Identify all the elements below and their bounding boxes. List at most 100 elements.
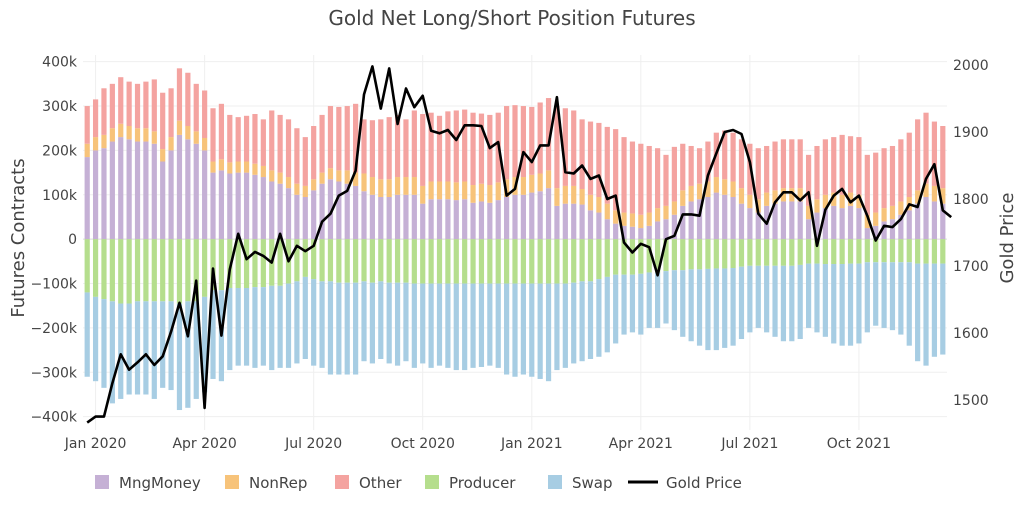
legend-label: Other: [359, 474, 402, 492]
bar-nonrep: [185, 126, 191, 140]
bar-mngmoney: [218, 170, 225, 240]
bars: [84, 68, 946, 411]
y2-tick-label: 1700: [953, 259, 989, 275]
bar-other: [151, 79, 157, 132]
bar-mngmoney: [738, 203, 745, 240]
bar-mngmoney: [789, 201, 795, 240]
y-tick-label: −200k: [30, 321, 77, 337]
bar-other: [596, 122, 602, 198]
bar-nonrep: [470, 185, 476, 203]
bar-other: [277, 114, 283, 173]
bar-swap: [126, 303, 132, 395]
bar-nonrep: [487, 185, 493, 203]
x-tick-label: Apr 2020: [172, 436, 236, 452]
bar-mngmoney: [621, 225, 627, 240]
y-tick-label: −400k: [30, 410, 77, 426]
bar-producer: [797, 239, 803, 265]
bar-nonrep: [772, 190, 778, 204]
bar-producer: [898, 239, 904, 263]
bar-nonrep: [134, 128, 141, 142]
bar-mngmoney: [118, 137, 124, 240]
bar-producer: [202, 239, 208, 297]
bar-nonrep: [738, 188, 745, 204]
legend-label: Producer: [449, 474, 516, 492]
bar-mngmoney: [210, 172, 216, 240]
bar-swap: [277, 285, 283, 368]
bar-other: [269, 110, 275, 171]
bar-other: [420, 114, 426, 186]
bar-mngmoney: [881, 221, 887, 240]
bar-swap: [545, 283, 552, 382]
bar-producer: [730, 239, 736, 269]
bar-other: [428, 112, 434, 182]
bar-producer: [193, 239, 199, 302]
bar-other: [109, 83, 115, 129]
bar-producer: [755, 239, 761, 266]
bar-mngmoney: [604, 219, 610, 240]
bar-producer: [504, 239, 510, 284]
bar-mngmoney: [940, 203, 946, 240]
bar-swap: [168, 301, 174, 391]
bar-producer: [478, 239, 485, 284]
bar-swap: [344, 282, 350, 375]
bar-producer: [562, 239, 568, 284]
bar-swap: [755, 265, 761, 328]
bar-other: [663, 154, 669, 206]
bar-nonrep: [663, 205, 669, 220]
bar-producer: [386, 239, 392, 283]
bar-other: [822, 139, 828, 195]
bar-nonrep: [613, 210, 619, 224]
bar-producer: [252, 239, 258, 288]
bar-nonrep: [587, 194, 594, 211]
bar-swap: [487, 283, 493, 366]
bar-nonrep: [101, 134, 107, 149]
bar-swap: [428, 283, 434, 368]
y2-tick-label: 2000: [953, 58, 989, 74]
bar-mngmoney: [864, 228, 870, 240]
bar-swap: [176, 303, 183, 411]
bar-mngmoney: [772, 203, 778, 240]
bar-swap: [529, 283, 535, 377]
bar-producer: [856, 239, 862, 264]
bar-nonrep: [529, 174, 535, 193]
bar-swap: [411, 283, 417, 368]
bar-other: [445, 111, 451, 182]
bar-other: [285, 119, 292, 178]
bar-mngmoney: [369, 194, 375, 240]
bar-other: [696, 148, 703, 184]
bar-swap: [185, 301, 191, 408]
bar-other: [185, 72, 191, 127]
bar-nonrep: [655, 208, 661, 222]
bar-mngmoney: [436, 199, 443, 240]
bar-mngmoney: [411, 194, 417, 240]
bar-producer: [579, 239, 585, 282]
bar-mngmoney: [478, 201, 485, 240]
bar-swap: [285, 283, 292, 368]
bar-nonrep: [705, 181, 711, 198]
bar-producer: [613, 239, 619, 275]
bar-other: [780, 139, 787, 189]
bar-swap: [722, 268, 728, 348]
bar-nonrep: [243, 161, 250, 173]
y-tick-label: 400k: [42, 55, 78, 71]
bar-swap: [898, 262, 904, 335]
bar-swap: [873, 262, 879, 326]
bar-mngmoney: [655, 221, 661, 240]
bar-other: [839, 134, 845, 195]
bar-swap: [671, 270, 677, 331]
bar-mngmoney: [545, 188, 552, 240]
bar-swap: [210, 290, 216, 379]
bar-mngmoney: [185, 139, 191, 240]
bar-other: [864, 154, 870, 215]
bar-nonrep: [403, 177, 409, 195]
bar-swap: [84, 292, 90, 377]
bar-swap: [336, 282, 342, 375]
legend-label: NonRep: [249, 474, 307, 492]
bar-producer: [428, 239, 434, 284]
bar-mngmoney: [638, 228, 644, 240]
bar-other: [898, 139, 904, 202]
bar-swap: [797, 264, 803, 340]
bar-producer: [638, 239, 644, 274]
bar-nonrep: [747, 194, 753, 209]
bar-other: [797, 139, 803, 189]
